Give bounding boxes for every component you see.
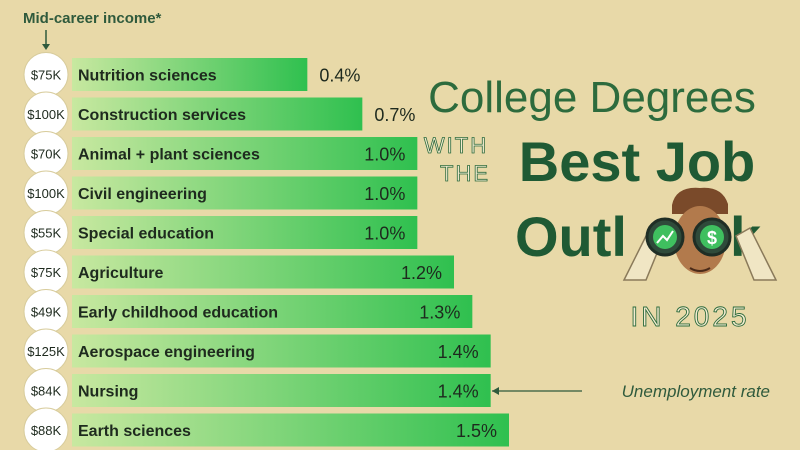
value-label: 1.4% — [438, 342, 479, 362]
category-label: Construction services — [78, 107, 246, 124]
bar — [72, 255, 454, 289]
bar-row: $49K Early childhood education 1.3% — [23, 289, 473, 334]
unemployment-label: Unemployment rate — [622, 382, 770, 401]
value-label: 1.3% — [419, 303, 460, 323]
title-year: IN 2025 — [630, 301, 749, 332]
binoculars-person-icon: $ — [622, 187, 778, 281]
value-label: 1.4% — [438, 382, 479, 402]
income-arrow-icon — [42, 30, 50, 50]
bar-row: $84K Nursing 1.4% — [23, 368, 491, 413]
bar-row: $70K Animal + plant sciences 1.0% — [23, 131, 418, 176]
title-outlook-a: Outl — [515, 205, 627, 268]
income-value: $125K — [27, 344, 65, 359]
income-value: $84K — [31, 384, 62, 399]
income-value: $100K — [27, 186, 65, 201]
category-label: Agriculture — [78, 265, 163, 282]
title-best-job: Best Job — [519, 130, 756, 193]
value-label: 1.0% — [364, 184, 405, 204]
bar — [72, 413, 509, 447]
value-label: 0.4% — [319, 66, 360, 86]
bar-chart: $75K Nutrition sciences 0.4% $100K Construct… — [23, 52, 509, 450]
unemployment-annotation: Unemployment rate — [492, 382, 770, 401]
category-label: Early childhood education — [78, 305, 278, 322]
category-label: Special education — [78, 226, 214, 243]
income-header: Mid-career income* — [23, 10, 162, 27]
bar — [72, 58, 308, 91]
bar — [72, 97, 363, 131]
bar — [72, 374, 491, 407]
bar-row: $100K Civil engineering 1.0% — [23, 170, 418, 216]
category-label: Animal + plant sciences — [78, 147, 260, 164]
svg-text:$: $ — [707, 228, 717, 248]
bar-row: $75K Agriculture 1.2% — [23, 249, 454, 295]
bar — [72, 216, 418, 249]
income-value: $100K — [27, 107, 65, 122]
income-value: $55K — [31, 226, 62, 241]
title-the: THE — [440, 161, 490, 186]
value-label: 1.5% — [456, 421, 497, 441]
bar-row: $100K Construction services 0.7% — [23, 91, 415, 137]
category-label: Nursing — [78, 384, 138, 401]
value-label: 0.7% — [374, 105, 415, 125]
bar-row: $75K Nutrition sciences 0.4% — [23, 52, 360, 97]
bar — [72, 334, 491, 368]
bar — [72, 295, 473, 328]
income-value: $70K — [31, 147, 62, 162]
income-value: $75K — [31, 265, 62, 280]
category-label: Aerospace engineering — [78, 344, 255, 361]
title-line1: College Degrees — [428, 73, 756, 122]
value-label: 1.0% — [364, 224, 405, 244]
bar — [72, 137, 418, 170]
category-label: Civil engineering — [78, 186, 207, 203]
income-value: $49K — [31, 305, 62, 320]
category-label: Nutrition sciences — [78, 68, 217, 85]
bar-row: $55K Special education 1.0% — [23, 210, 418, 255]
bar — [72, 176, 418, 210]
title-block: College Degrees WITH THE Best Job Outl k… — [423, 73, 762, 332]
income-value: $75K — [31, 68, 62, 83]
value-label: 1.2% — [401, 263, 442, 283]
value-label: 1.0% — [364, 145, 405, 165]
title-with: WITH — [424, 133, 488, 158]
bar-row: $125K Aerospace engineering 1.4% — [23, 328, 491, 374]
category-label: Earth sciences — [78, 423, 191, 440]
bar-row: $88K Earth sciences 1.5% — [23, 407, 509, 450]
income-badge — [23, 407, 69, 450]
income-value: $88K — [31, 423, 62, 438]
